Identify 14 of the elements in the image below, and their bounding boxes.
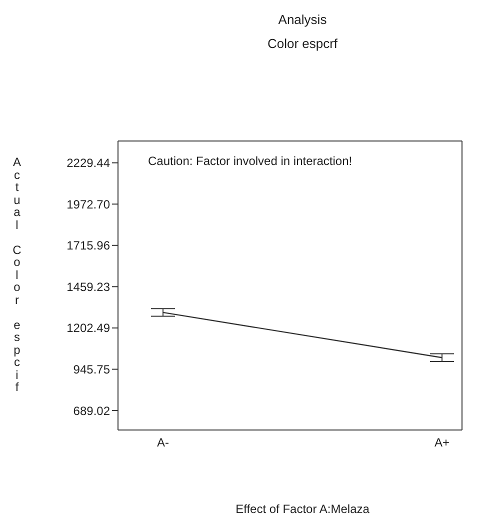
text: Actual Color espcif bbox=[12, 155, 22, 394]
chart-title: Analysis bbox=[277, 12, 328, 27]
y-tick-label: 2229.44 bbox=[66, 156, 110, 170]
x-tick-label: A- bbox=[157, 436, 170, 450]
x-axis-title: Effect of Factor A:Melaza bbox=[234, 502, 370, 516]
chart-subtitle: Color espcrf bbox=[266, 36, 339, 51]
y-tick-label: 1202.49 bbox=[66, 321, 110, 336]
x-tick-label: A+ bbox=[434, 436, 450, 450]
y-tick-label: 1459.23 bbox=[66, 280, 110, 294]
y-tick-label: 1715.96 bbox=[66, 238, 110, 253]
y-tick-label: 945.75 bbox=[73, 362, 110, 377]
y-tick-label: 1972.70 bbox=[66, 197, 110, 212]
y-tick-label: 689.02 bbox=[73, 404, 110, 418]
annotation: Caution: Factor involved in interaction! bbox=[148, 154, 352, 168]
